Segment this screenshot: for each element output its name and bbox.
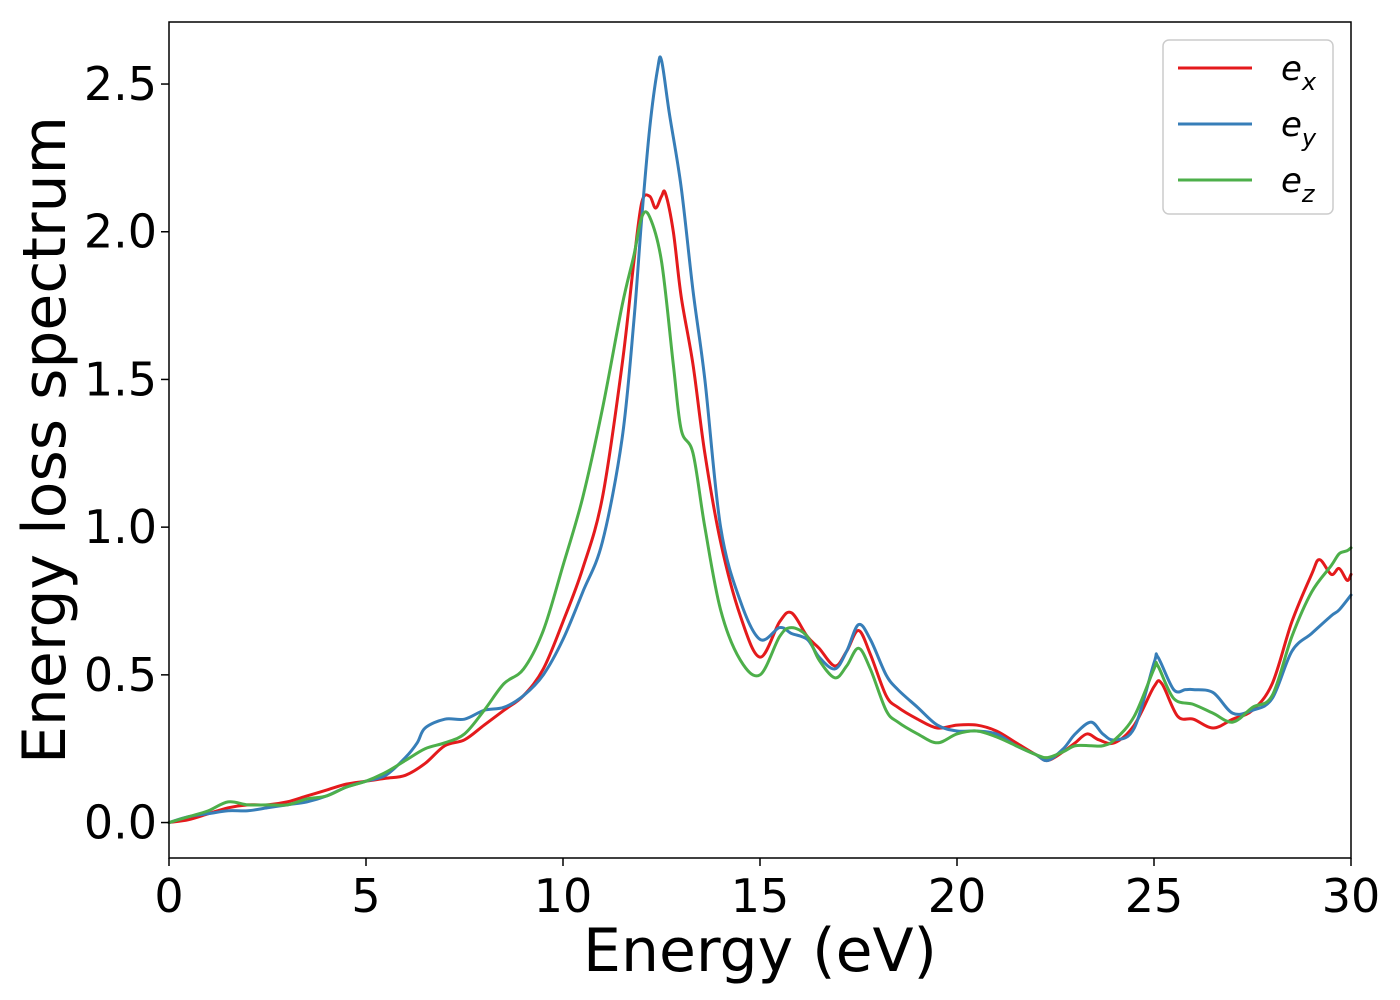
legend-label-subscript: z — [1301, 180, 1316, 208]
plot-area — [169, 22, 1351, 858]
y-tick-label: 1.5 — [84, 352, 157, 406]
x-tick-label: 20 — [928, 869, 987, 923]
series-lines — [167, 55, 1353, 825]
y-axis-title: Energy loss spectrum — [10, 116, 80, 764]
y-tick-label: 0.5 — [84, 648, 157, 702]
x-tick-label: 15 — [731, 869, 790, 923]
y-axis-ticks: 0.0 0.5 1.0 1.5 2.0 2.5 — [84, 57, 169, 850]
x-axis-title: Energy (eV) — [583, 916, 937, 986]
x-tick-label: 5 — [351, 869, 380, 923]
legend-label-subscript: y — [1301, 124, 1317, 152]
series-line-e-z — [167, 210, 1353, 825]
y-tick-label: 2.5 — [84, 57, 157, 111]
legend-label-subscript: x — [1301, 68, 1317, 96]
y-tick-label: 1.0 — [84, 500, 157, 554]
y-tick-label: 2.0 — [84, 205, 157, 259]
series-line-e-y — [167, 55, 1353, 825]
x-tick-label: 25 — [1125, 869, 1184, 923]
x-tick-label: 30 — [1322, 869, 1381, 923]
series-line-e-x — [167, 189, 1353, 825]
x-tick-label: 0 — [154, 869, 183, 923]
y-tick-label: 0.0 — [84, 796, 157, 850]
x-axis-ticks: 0 5 10 15 20 25 30 — [154, 858, 1380, 923]
x-tick-label: 10 — [534, 869, 593, 923]
legend-box — [1162, 39, 1334, 215]
